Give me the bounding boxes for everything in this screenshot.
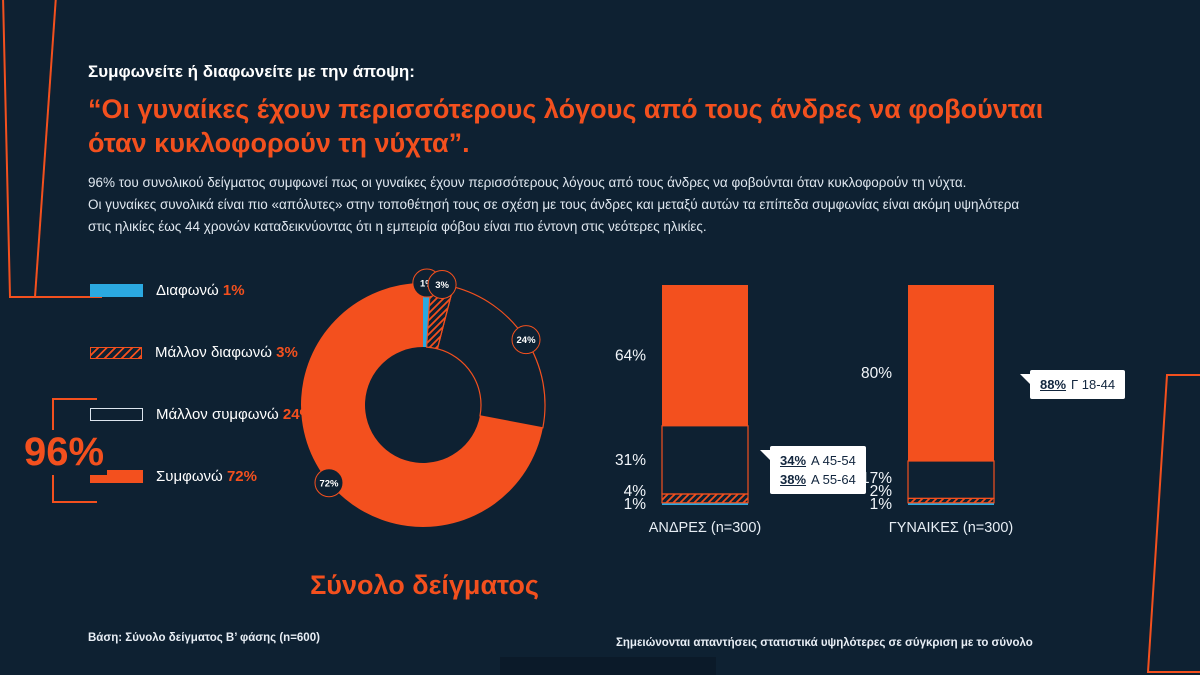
callout-text: Γ 18-44 [1071,377,1116,392]
legend-label-rather-disagree: Μάλλον διαφωνώ 3% [155,344,298,361]
svg-text:17%: 17% [861,470,892,487]
bar-segment [908,285,994,461]
legend: Διαφωνώ 1% Μάλλον διαφωνώ 3% Μάλλον συμφ… [90,282,313,532]
donut-value-bubble [427,270,457,300]
svg-text:24%: 24% [517,335,537,346]
legend-value: 1% [222,282,245,299]
question-kicker: Συμφωνείτε ή διαφωνείτε με την άποψη: [88,62,415,81]
svg-text:ΓΥΝΑΙΚΕΣ (n=300): ΓΥΝΑΙΚΕΣ (n=300) [889,520,1014,536]
callout-text: Α 55-64 [811,472,856,487]
legend-value: 24% [282,406,313,423]
callout-pct: 88% [1040,377,1067,392]
summary-paragraph: 96% του συνολικού δείγματος συμφωνεί πως… [88,172,1019,238]
decor-top-left-line-b [34,0,57,298]
stacked-bar-chart: 1%4%31%64%ΑΝΔΡΕΣ (n=300)1%2%17%80%ΓΥΝΑΙΚ… [615,285,1013,536]
agree-total-percent: 96% [21,430,108,475]
bar-segment [661,493,749,504]
legend-text: Μάλλον διαφωνώ [155,344,272,361]
callout-text: Α 45-54 [811,453,856,468]
quote-line-1: “Οι γυναίκες έχουν περισσότερους λόγους … [88,94,1044,124]
quote-line-2: όταν κυκλοφορούν τη νύχτα”. [88,128,470,158]
callout-women-ages: 88% Γ 18-44 [1020,370,1126,399]
callout-tail [1020,374,1032,386]
bar-segment [662,285,748,426]
svg-text:31%: 31% [615,452,646,469]
legend-item-agree: Συμφωνώ 72% [90,468,313,485]
summary-line-1: 96% του συνολικού δείγματος συμφωνεί πως… [88,175,967,190]
summary-line-3: στις ηλικίες έως 44 χρονών καταδεικνύοντ… [88,219,707,234]
legend-text: Διαφωνώ [156,282,219,299]
decor-top-left-line-a [2,0,102,298]
callout-line: 38% Α 55-64 [780,470,856,489]
donut-segment [436,286,546,429]
callout-line: 34% Α 45-54 [780,451,856,470]
svg-text:2%: 2% [870,483,893,500]
bar-segment [907,460,995,500]
summary-line-2: Οι γυναίκες συνολικά είναι πιο «απόλυτες… [88,197,1020,212]
bar-segment [662,502,748,505]
svg-text:1%: 1% [624,496,647,513]
svg-text:3%: 3% [435,280,449,291]
legend-value: 3% [276,344,298,361]
bar-segment [661,425,749,495]
quote-title: “Οι γυναίκες έχουν περισσότερους λόγους … [88,92,1043,160]
footnote-stat-note: Σημειώνονται απαντήσεις στατιστικά υψηλό… [616,637,1033,649]
legend-swatch-disagree [90,284,143,297]
legend-value: 72% [226,468,257,485]
callout-pct: 38% [780,472,807,487]
legend-text: Μάλλον συμφωνώ [156,406,279,423]
legend-swatch-rather-agree [90,408,143,421]
legend-swatch-rather-disagree [90,346,142,359]
legend-text: Συμφωνώ [156,468,223,485]
decor-bottom-band [500,657,716,675]
legend-item-disagree: Διαφωνώ 1% [90,282,313,299]
legend-item-rather-disagree: Μάλλον διαφωνώ 3% [90,344,313,361]
callout-tail [760,450,772,462]
donut-value-bubble [511,325,541,355]
donut-chart-title: Σύνολο δείγματος [310,570,539,600]
footnote-base: Βάση: Σύνολο δείγματος Β’ φάσης (n=600) [88,632,320,644]
svg-text:72%: 72% [319,478,339,489]
legend-item-rather-agree: Μάλλον συμφωνώ 24% [90,406,313,423]
bar-segment [907,497,995,504]
callout-line: 88% Γ 18-44 [1040,375,1115,394]
legend-label-disagree: Διαφωνώ 1% [156,282,245,299]
svg-text:64%: 64% [615,347,646,364]
donut-segment [300,283,543,527]
svg-text:1%: 1% [420,279,434,290]
donut-chart: 1% 3% 24% 72% [300,268,546,527]
bar-segment [908,502,994,505]
legend-label-agree: Συμφωνώ 72% [156,468,257,485]
svg-text:80%: 80% [861,365,892,382]
decor-right-frame [1146,374,1200,673]
callout-men-ages: 34% Α 45-54 38% Α 55-64 [760,446,866,494]
legend-label-rather-agree: Μάλλον συμφωνώ 24% [156,406,313,423]
donut-value-bubble [314,468,344,498]
donut-segment [423,283,431,348]
svg-text:1%: 1% [870,496,893,513]
callout-pct: 34% [780,453,807,468]
svg-text:4%: 4% [624,483,647,500]
svg-text:ΑΝΔΡΕΣ (n=300): ΑΝΔΡΕΣ (n=300) [649,520,762,536]
